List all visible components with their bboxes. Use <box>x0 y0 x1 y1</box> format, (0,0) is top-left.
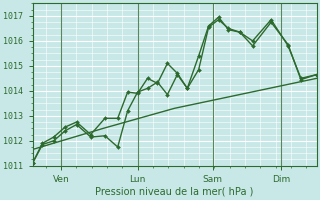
X-axis label: Pression niveau de la mer( hPa ): Pression niveau de la mer( hPa ) <box>95 187 254 197</box>
